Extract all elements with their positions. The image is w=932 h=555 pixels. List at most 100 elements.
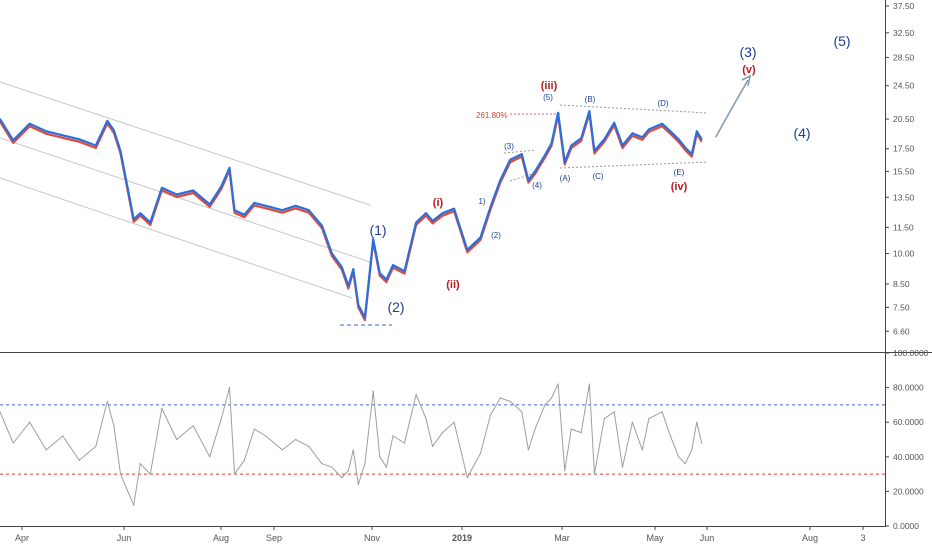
rsi-point [415, 393, 417, 396]
price-shadow-line [0, 112, 703, 322]
rsi-point [341, 477, 343, 479]
wave-label-minor-1: 1) [478, 197, 485, 206]
rsi-point [432, 445, 434, 447]
price-point [431, 220, 434, 222]
price-point [139, 212, 142, 214]
price-point [379, 272, 381, 275]
price-y-tick-label: 11.50 [893, 222, 914, 232]
price-point [593, 150, 596, 152]
price-point [220, 185, 223, 188]
price-point [331, 252, 333, 255]
x-tick-label: 2019 [452, 533, 472, 543]
rsi-point [641, 449, 643, 451]
rsi-point [161, 407, 163, 409]
wave-label-red-3: (iii) [541, 80, 558, 92]
rsi-point [352, 449, 354, 451]
price-y-tick-label: 37.50 [893, 1, 915, 11]
channel-line [0, 81, 371, 206]
wave-label-tri-3: (C) [592, 172, 603, 181]
x-tick-label: Jun [700, 533, 715, 543]
price-point [603, 138, 606, 141]
price-point [691, 153, 693, 155]
rsi-point [228, 387, 231, 389]
wave-labels: (1) (2) (3) (4) (5) (i) (ii) (iii) (iv) (v) 1) (2) (… [369, 33, 850, 315]
price-point [527, 179, 530, 181]
price-y-tick-label: 13.50 [893, 192, 915, 202]
price-point [580, 137, 582, 140]
rsi-point [509, 400, 511, 402]
price-point [192, 189, 194, 192]
rsi-point [385, 466, 387, 468]
price-point [281, 209, 284, 211]
axes: 37.5032.5028.5024.5020.5017.5015.5013.50… [0, 0, 932, 543]
price-point [308, 209, 310, 211]
price-point [352, 268, 355, 270]
rsi-point [176, 438, 178, 441]
triangle-lower-line [559, 161, 709, 169]
triangle-upper-line [559, 104, 709, 114]
rsi-point [149, 473, 151, 475]
price-point [570, 144, 573, 147]
rsi-point [12, 442, 14, 444]
rsi-point [550, 397, 553, 399]
rsi-point [113, 425, 115, 427]
price-point [106, 120, 109, 122]
wave-label-tri-2: (B) [585, 95, 596, 104]
price-point [132, 218, 135, 221]
wave-label-tri-1: (A) [560, 174, 571, 183]
x-tick-label: May [646, 533, 664, 543]
rsi-point [95, 445, 97, 447]
price-point [113, 129, 115, 132]
price-y-tick-label: 28.50 [893, 52, 915, 62]
rsi-point [62, 435, 64, 437]
wave-label-5: (5) [833, 33, 850, 49]
rsi-point [441, 432, 444, 434]
rsi-point [139, 463, 141, 465]
projection-arrowhead [741, 74, 752, 87]
price-point [45, 130, 47, 133]
rsi-point [357, 483, 359, 486]
rsi-point [603, 418, 605, 420]
rsi-point [281, 449, 283, 451]
price-series [0, 74, 752, 322]
price-point [489, 206, 492, 209]
rsi-point [453, 421, 455, 423]
rsi-point [321, 463, 323, 465]
price-point [550, 142, 553, 145]
price-point [347, 285, 350, 287]
price-point [631, 132, 634, 135]
rsi-point [678, 456, 680, 458]
rsi-point [564, 470, 566, 472]
fib-annotation: 261.80% [476, 111, 560, 120]
price-point [499, 179, 502, 181]
price-y-tick-label: 17.50 [893, 144, 915, 154]
rsi-point [403, 442, 406, 444]
wave-label-minor-3: (3) [504, 142, 514, 151]
rsi-panel [0, 383, 885, 506]
price-y-tick-label: 6.60 [893, 326, 910, 336]
rsi-point [347, 470, 349, 472]
price-point [588, 110, 591, 112]
price-point [0, 118, 1, 120]
price-point [684, 146, 686, 149]
rsi-point [701, 442, 703, 444]
price-point [119, 150, 122, 152]
price-point [243, 213, 246, 216]
rsi-point [0, 411, 1, 413]
rsi-point [479, 452, 482, 454]
rsi-y-tick-label: 100.0000 [893, 348, 929, 358]
wave-label-red-2: (ii) [446, 279, 460, 291]
price-point [385, 278, 388, 281]
rsi-point [243, 459, 245, 461]
price-line [0, 109, 703, 319]
rsi-point [648, 418, 650, 420]
price-point [341, 266, 343, 268]
price-point [648, 128, 650, 131]
channel-line [0, 177, 353, 299]
price-point [479, 236, 482, 239]
rsi-point [534, 428, 536, 430]
wave-label-3: (3) [739, 44, 756, 60]
price-y-tick-label: 20.50 [893, 114, 915, 124]
